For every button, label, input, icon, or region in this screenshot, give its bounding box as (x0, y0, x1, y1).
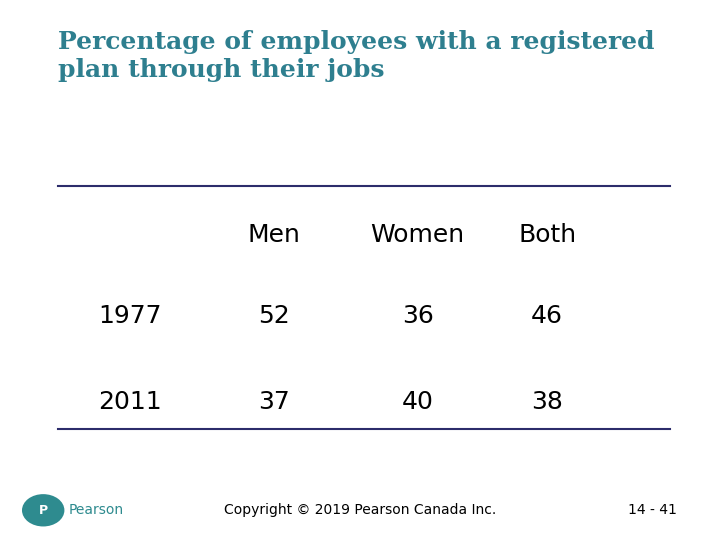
Text: 37: 37 (258, 390, 289, 414)
Text: 1977: 1977 (98, 304, 161, 328)
Text: 38: 38 (531, 390, 563, 414)
Text: 36: 36 (402, 304, 433, 328)
Text: 52: 52 (258, 304, 289, 328)
Text: Copyright © 2019 Pearson Canada Inc.: Copyright © 2019 Pearson Canada Inc. (224, 503, 496, 517)
Text: 2011: 2011 (98, 390, 161, 414)
Text: 14 - 41: 14 - 41 (628, 503, 677, 517)
Text: P: P (39, 504, 48, 517)
Text: 40: 40 (402, 390, 433, 414)
Circle shape (23, 495, 63, 525)
Text: Both: Both (518, 223, 576, 247)
Text: Men: Men (247, 223, 300, 247)
Text: Women: Women (371, 223, 464, 247)
Text: Percentage of employees with a registered
plan through their jobs: Percentage of employees with a registere… (58, 30, 654, 83)
Text: Pearson: Pearson (68, 503, 124, 517)
Text: 46: 46 (531, 304, 563, 328)
